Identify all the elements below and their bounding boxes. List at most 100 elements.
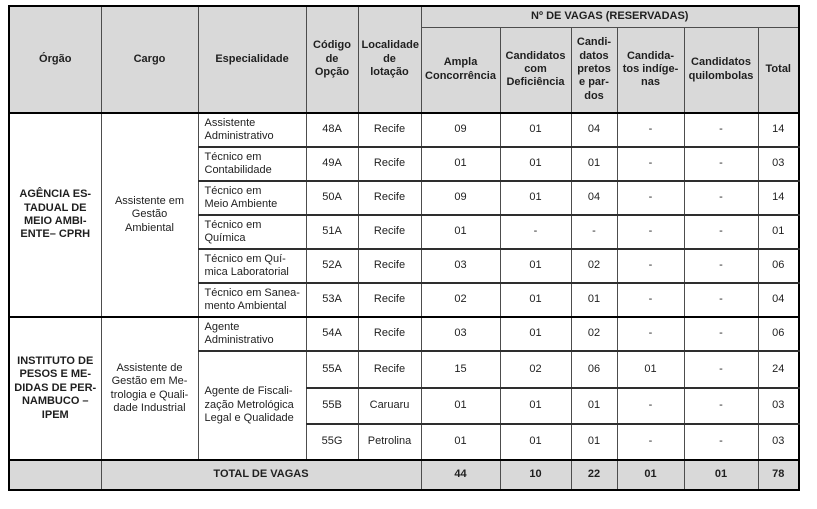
cell-especialidade: Técnico em Sanea- mento Ambiental	[197, 282, 307, 318]
table-row: Técnico em Sanea- mento Ambiental 53A Re…	[9, 282, 800, 318]
cell-vagas-deficiencia: 01	[499, 316, 572, 352]
cell-localidade: Caruaru	[357, 387, 422, 425]
col-header-total: Total	[757, 26, 800, 114]
cell-vagas-total: 06	[757, 316, 800, 352]
cell-vagas-ampla: 01	[420, 214, 501, 250]
cell-vagas-indigenas: -	[616, 248, 685, 284]
col-header-orgao: Órgão	[8, 5, 102, 114]
col-header-localidade: Localidade de lotação	[357, 5, 422, 114]
cell-especialidade: Agente Administrativo	[197, 316, 307, 352]
table-row: Técnico em Química 51A Recife 01 - - - -…	[9, 214, 800, 250]
cell-vagas-total: 14	[757, 180, 800, 216]
cell-vagas-deficiencia: -	[499, 214, 572, 250]
cell-vagas-quilombolas: -	[683, 316, 759, 352]
cell-vagas-ampla: 01	[420, 146, 501, 182]
header-group-row: Órgão Cargo Especialidade Código de Opçã…	[8, 5, 800, 114]
cell-vagas-total: 01	[757, 214, 800, 250]
cell-vagas-ampla: 03	[420, 316, 501, 352]
cell-vagas-ampla: 02	[420, 282, 501, 318]
cell-vagas-indigenas: -	[616, 423, 685, 461]
col-header-codigo: Código de Opção	[305, 5, 359, 114]
cell-vagas-deficiencia: 02	[499, 350, 572, 389]
cell-vagas-pretos-pardos: 01	[570, 146, 618, 182]
vagas-table: Órgão Cargo Especialidade Código de Opçã…	[8, 5, 801, 491]
table-row: 55G Petrolina 01 01 01 - - 03	[9, 423, 800, 461]
total-row: TOTAL DE VAGAS 44 10 22 01 01 78	[8, 459, 800, 491]
total-vagas-pretos-pardos: 22	[570, 459, 618, 491]
cell-vagas-pretos-pardos: 04	[570, 180, 618, 216]
cell-vagas-deficiencia: 01	[499, 180, 572, 216]
col-header-candidatos-pretos-pardos: Candi- datos pretos e par- dos	[570, 26, 618, 114]
cell-localidade: Recife	[357, 112, 422, 148]
cell-vagas-ampla: 09	[420, 112, 501, 148]
cell-vagas-deficiencia: 01	[499, 387, 572, 425]
cell-vagas-deficiencia: 01	[499, 248, 572, 284]
cell-vagas-ampla: 01	[420, 387, 501, 425]
col-header-cargo: Cargo	[100, 5, 199, 114]
cell-especialidade: Técnico em Quí- mica Laboratorial	[197, 248, 307, 284]
cell-vagas-quilombolas: -	[683, 387, 759, 425]
col-header-vagas-group: Nº DE VAGAS (RESERVADAS)	[420, 5, 800, 28]
cell-vagas-quilombolas: -	[683, 350, 759, 389]
cell-codigo: 54A	[305, 316, 359, 352]
table-row: 55B Caruaru 01 01 01 - - 03	[9, 387, 800, 425]
cell-localidade: Recife	[357, 350, 422, 389]
cell-vagas-pretos-pardos: 01	[570, 387, 618, 425]
cell-vagas-total: 03	[757, 387, 800, 425]
cell-vagas-quilombolas: -	[683, 112, 759, 148]
cell-vagas-indigenas: -	[616, 180, 685, 216]
cell-cargo: Assistente em Gestão Ambiental	[100, 112, 199, 318]
cell-vagas-total: 03	[757, 146, 800, 182]
cell-especialidade: Técnico em Química	[197, 214, 307, 250]
cell-codigo: 53A	[305, 282, 359, 318]
cell-especialidade: Agente de Fiscali- zação Metrológica Leg…	[197, 350, 307, 461]
cell-vagas-quilombolas: -	[683, 423, 759, 461]
cell-vagas-total: 14	[757, 112, 800, 148]
cell-vagas-pretos-pardos: 02	[570, 316, 618, 352]
col-header-candidatos-indigenas: Candida- tos indíge- nas	[616, 26, 685, 114]
table-row: INSTITUTO DE PESOS E ME- DIDAS DE PER- N…	[8, 316, 800, 461]
cell-localidade: Recife	[357, 282, 422, 318]
cell-vagas-indigenas: -	[616, 112, 685, 148]
total-vagas-total: 78	[757, 459, 800, 491]
header-sub-row: Ampla Concorrência Candidatos com Defici…	[9, 26, 800, 114]
cell-vagas-ampla: 09	[420, 180, 501, 216]
cell-especialidade: Técnico em Meio Ambiente	[197, 180, 307, 216]
table-row: Técnico em Contabilidade 49A Recife 01 0…	[9, 146, 800, 182]
cell-vagas-ampla: 03	[420, 248, 501, 284]
cell-vagas-total: 03	[757, 423, 800, 461]
table-row: Técnico em Quí- mica Laboratorial 52A Re…	[9, 248, 800, 284]
cell-codigo: 49A	[305, 146, 359, 182]
cell-localidade: Recife	[357, 180, 422, 216]
cell-vagas-total: 06	[757, 248, 800, 284]
cell-codigo: 51A	[305, 214, 359, 250]
cell-vagas-indigenas: 01	[616, 350, 685, 389]
cell-localidade: Petrolina	[357, 423, 422, 461]
total-label-cell: TOTAL DE VAGAS	[100, 459, 422, 491]
cell-vagas-ampla: 15	[420, 350, 501, 389]
cell-vagas-pretos-pardos: 01	[570, 282, 618, 318]
cell-vagas-quilombolas: -	[683, 214, 759, 250]
cell-vagas-deficiencia: 01	[499, 282, 572, 318]
col-header-candidatos-deficiencia: Candidatos com Deficiência	[499, 26, 572, 114]
cell-vagas-pretos-pardos: 01	[570, 423, 618, 461]
cell-vagas-indigenas: -	[616, 387, 685, 425]
cell-vagas-pretos-pardos: 06	[570, 350, 618, 389]
cell-vagas-pretos-pardos: 04	[570, 112, 618, 148]
cell-vagas-indigenas: -	[616, 146, 685, 182]
cell-codigo: 55B	[305, 387, 359, 425]
total-vagas-quilombolas: 01	[683, 459, 759, 491]
cell-vagas-quilombolas: -	[683, 180, 759, 216]
cell-localidade: Recife	[357, 214, 422, 250]
cell-vagas-quilombolas: -	[683, 146, 759, 182]
cell-localidade: Recife	[357, 146, 422, 182]
cell-localidade: Recife	[357, 248, 422, 284]
cell-codigo: 52A	[305, 248, 359, 284]
cell-cargo: Assistente de Gestão em Me- trologia e Q…	[100, 316, 199, 461]
cell-codigo: 55A	[305, 350, 359, 389]
table-row: AGÊNCIA ES- TADUAL DE MEIO AMBI- ENTE– C…	[8, 112, 800, 318]
cell-vagas-deficiencia: 01	[499, 146, 572, 182]
cell-vagas-pretos-pardos: -	[570, 214, 618, 250]
cell-vagas-indigenas: -	[616, 316, 685, 352]
cell-vagas-total: 24	[757, 350, 800, 389]
